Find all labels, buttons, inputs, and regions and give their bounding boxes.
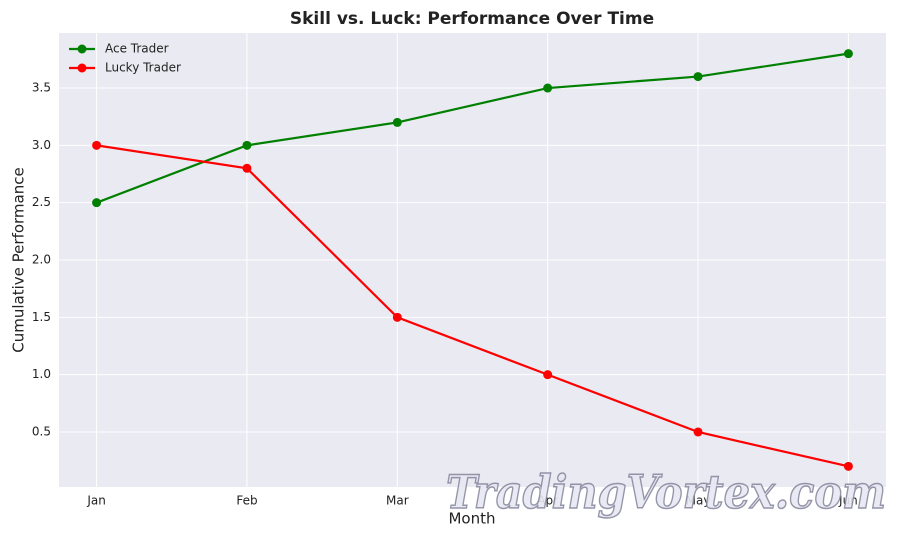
y-tick-label: 1.5: [32, 310, 51, 324]
x-tick-label: Apr: [537, 494, 558, 508]
point: [693, 427, 703, 437]
point: [543, 83, 553, 93]
x-tick-label: Jun: [838, 494, 858, 508]
watermark: TradingVortex.com: [446, 465, 886, 519]
series-line: [96, 144, 849, 468]
legend-label: Lucky Trader: [105, 61, 181, 75]
y-tick-label: 2.0: [32, 253, 51, 267]
x-tick-label: Mar: [386, 494, 409, 508]
legend-label: Ace Trader: [105, 42, 169, 56]
point: [242, 163, 252, 173]
chart-title: Skill vs. Luck: Performance Over Time: [290, 9, 654, 29]
y-tick-label: 0.5: [32, 424, 51, 438]
point: [843, 461, 853, 471]
point: [392, 117, 402, 127]
y-tick-label: 3.5: [32, 81, 51, 95]
legend-marker: [77, 44, 87, 54]
point: [242, 140, 252, 150]
y-tick-label: 2.5: [32, 195, 51, 209]
y-axis-label: Cumulative Performance: [10, 167, 28, 352]
y-tick-label: 1.0: [32, 367, 51, 381]
series-line: [96, 52, 849, 204]
point: [92, 198, 102, 208]
point: [693, 72, 703, 82]
point: [543, 370, 553, 380]
x-axis-label: Month: [448, 510, 495, 528]
point: [392, 312, 402, 322]
point: [92, 140, 102, 150]
x-tick-label: May: [686, 494, 711, 508]
y-tick-label: 3.0: [32, 138, 51, 152]
x-tick-label: Feb: [236, 494, 257, 508]
x-tick-label: Jan: [86, 494, 106, 508]
point: [843, 49, 853, 59]
legend-marker: [77, 63, 87, 73]
